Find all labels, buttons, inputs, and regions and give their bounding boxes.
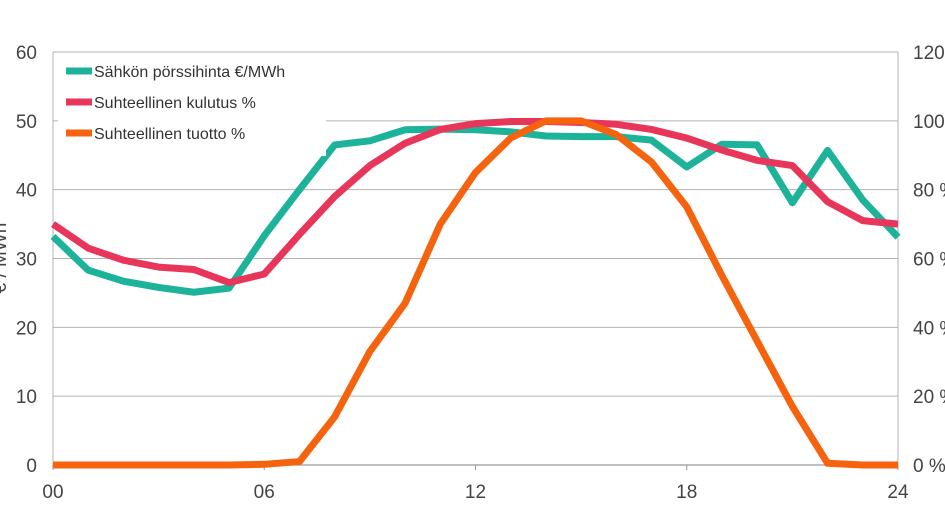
legend-box	[58, 56, 326, 156]
tick-labels: 00 06 12 18 24 0 10 20 30 40 50 60 0 % 20 % 40 % 60 % 80…	[0, 43, 945, 503]
y2-tick-label: 40 %	[913, 318, 945, 339]
x-tick-label: 06	[254, 482, 275, 503]
y-tick-label: 40	[16, 181, 37, 202]
y-tick-label: 20	[16, 318, 37, 339]
series-lines	[50, 117, 901, 469]
x-tick-label: 00	[42, 482, 63, 503]
legend: Sähkön pörssihinta €/MWh Suhteellinen kul…	[58, 56, 326, 156]
x-tick-label: 12	[465, 482, 486, 503]
y-tick-label: 60	[16, 43, 37, 64]
y-axis-title: € / MWh	[0, 223, 11, 294]
y2-tick-label: 60 %	[913, 250, 945, 271]
y2-tick-label: 80 %	[913, 181, 945, 202]
series-line-0	[50, 125, 901, 296]
y-tick-label: 10	[16, 387, 37, 408]
legend-label: Suhteellinen tuotto %	[94, 126, 245, 143]
legend-label: Suhteellinen kulutus %	[94, 95, 256, 112]
series-line-1	[51, 118, 899, 287]
y-tick-label: 30	[16, 250, 37, 271]
series-line-2	[53, 117, 898, 469]
y2-tick-label: 20 %	[913, 387, 945, 408]
x-tick-label: 18	[676, 482, 697, 503]
y2-tick-label: 100 %	[913, 112, 945, 133]
x-tick-label: 24	[887, 482, 909, 503]
y-tick-label: 50	[16, 112, 37, 133]
y2-tick-label: 0 %	[913, 456, 945, 477]
y2-tick-label: 120 %	[913, 43, 945, 64]
y-tick-label: 0	[26, 456, 37, 477]
legend-label: Sähkön pörssihinta €/MWh	[94, 64, 285, 81]
